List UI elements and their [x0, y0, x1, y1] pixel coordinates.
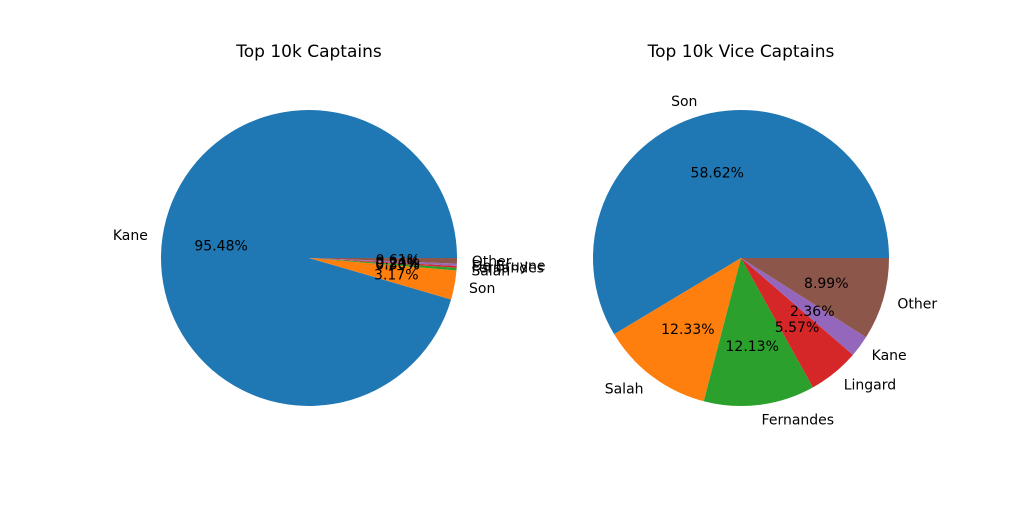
captains-pct-label-kane: 95.48%	[194, 238, 247, 254]
vice-captains-pct-label-son: 58.62%	[691, 165, 744, 181]
vice-captains-pct-label-kane: 2.36%	[790, 304, 834, 320]
vice-captains-slice-label-fernandes: Fernandes	[762, 413, 835, 429]
vice-captains-pct-label-lingard: 5.57%	[775, 320, 819, 336]
captains-slice-son	[309, 258, 457, 300]
captains-slice-label-other: Other	[472, 254, 512, 270]
vice-captains-slice-salah	[614, 258, 741, 402]
vice-captains-slice-label-other: Other	[897, 296, 937, 312]
vice-captains-slice-lingard	[741, 258, 853, 388]
captains-slice-label-fernandes: Fernandes	[472, 261, 545, 277]
captains-slice-kane	[161, 109, 457, 406]
captains-pie-chart: Top 10k Captains Kane 95.48% Son 3.17% Salah 0…	[113, 42, 546, 406]
captains-slice-label-de-bruyne: De Bruyne	[472, 258, 546, 274]
captains-slice-de-bruyne	[309, 258, 457, 266]
captains-slice-label-salah: Salah	[471, 263, 510, 279]
captains-slice-fernandes	[309, 258, 457, 268]
captains-pct-label-de-bruyne: 0.24%	[375, 255, 419, 271]
vice-captains-pct-label-fernandes: 12.13%	[726, 339, 779, 355]
vice-captains-slice-son	[593, 109, 889, 335]
captains-chart-title: Top 10k Captains	[235, 42, 382, 62]
vice-captains-chart-title: Top 10k Vice Captains	[647, 42, 835, 62]
vice-captains-pie-chart: Top 10k Vice Captains Son 58.62% Salah 12.33…	[593, 42, 937, 429]
captains-slice-salah	[309, 258, 457, 271]
captains-pct-label-fernandes: 0.20%	[375, 256, 419, 272]
vice-captains-slice-label-son: Son	[671, 94, 697, 110]
vice-captains-slice-other	[741, 258, 889, 338]
captains-slice-label-son: Son	[469, 281, 495, 297]
vice-captains-slice-label-lingard: Lingard	[844, 377, 896, 393]
captains-slice-label-kane: Kane	[113, 228, 148, 244]
captains-pct-label-other: 0.61%	[376, 253, 420, 269]
captains-pct-label-salah: 0.30%	[375, 258, 419, 274]
vice-captains-slice-fernandes	[703, 258, 813, 406]
vice-captains-slice-label-salah: Salah	[605, 381, 644, 397]
captains-pct-label-son: 3.17%	[374, 267, 418, 283]
vice-captains-pct-label-salah: 12.33%	[661, 322, 714, 338]
captains-slice-other	[309, 258, 457, 264]
vice-captains-pct-label-other: 8.99%	[804, 276, 848, 292]
vice-captains-slice-label-kane: Kane	[872, 348, 907, 364]
vice-captains-slice-kane	[741, 258, 867, 355]
